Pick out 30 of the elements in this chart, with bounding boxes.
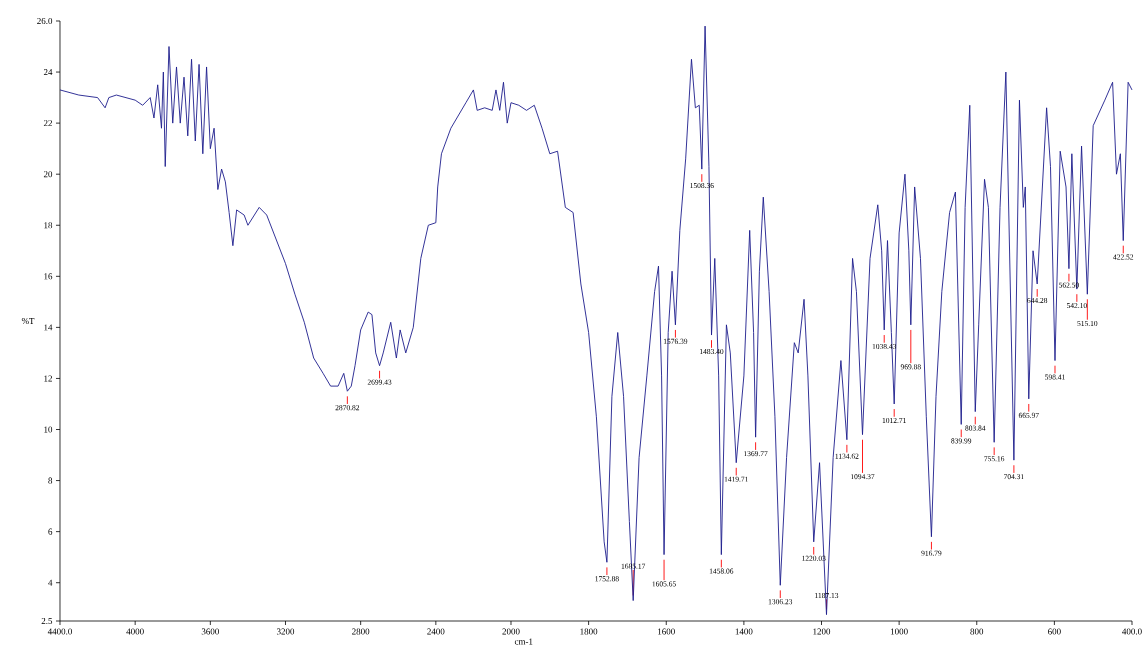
x-tick-label: 3600 [201,628,219,635]
x-tick-label: 1600 [658,628,675,635]
y-tick-label: 26.0 [37,17,53,25]
y-tick-label: 6 [48,528,53,535]
y-tick-label: 8 [48,477,53,484]
x-axis-title: cm-1 [514,638,533,645]
y-tick-label: 18 [44,222,53,229]
x-tick-label: 3200 [276,628,295,635]
y-tick-label: 20 [43,171,53,178]
x-tick-label: 400.0 [1122,628,1142,635]
y-tick-label: 22 [43,120,52,127]
y-tick-label: 16 [44,273,53,280]
y-tick-label: 4 [48,579,53,586]
y-axis-title: %T [21,317,35,325]
x-tick-label: 1800 [580,628,598,635]
x-tick-label: 4000 [126,628,144,635]
x-tick-label: 2000 [502,628,520,635]
x-tick-label: 2800 [352,628,370,635]
y-tick-label: 24 [43,69,53,76]
y-tick-label: 2.5 [41,617,53,625]
x-tick-label: 1200 [813,628,831,635]
y-tick-label: 14 [44,324,53,331]
x-tick-label: 800 [970,628,984,635]
x-tick-label: 600 [1048,628,1061,635]
x-tick-label: 4400.0 [47,628,72,635]
x-tick-label: 2400 [427,628,445,635]
y-tick-label: 10 [44,426,53,433]
x-tick-label: 1000 [890,628,908,635]
x-tick-label: 1400 [735,628,753,635]
y-tick-label: 12 [44,375,52,382]
